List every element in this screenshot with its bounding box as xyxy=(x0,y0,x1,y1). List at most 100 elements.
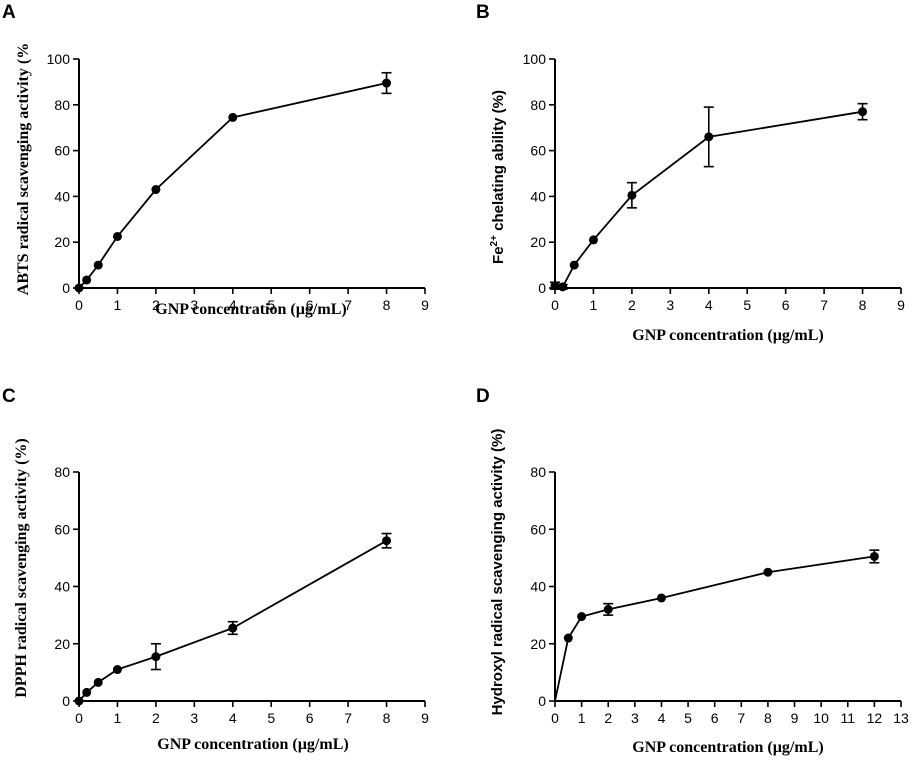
x-tick-label-b: 6 xyxy=(782,297,790,313)
y-axis-label-d: Hydroxyl radical scavenging activity (%) xyxy=(489,429,506,716)
data-point-a xyxy=(82,275,92,285)
panel-letter-a: A xyxy=(2,2,16,23)
data-point-d xyxy=(763,567,773,577)
panel-a: A ABTS radical scavenging activity (% GN… xyxy=(2,2,429,318)
x-tick-label-d: 1 xyxy=(578,710,586,726)
data-point-b xyxy=(627,190,637,200)
y-tick-label-a: 100 xyxy=(47,51,71,67)
x-tick-label-d: 11 xyxy=(840,710,855,726)
x-tick-label-a: 3 xyxy=(190,297,198,313)
panel-letter-b: B xyxy=(476,2,490,23)
x-tick-label-c: 1 xyxy=(114,710,122,726)
x-tick-label-d: 7 xyxy=(737,710,745,726)
x-tick-label-b: 0 xyxy=(551,297,559,313)
data-point-a xyxy=(228,112,238,122)
x-tick-label-b: 1 xyxy=(590,297,598,313)
panel-letter-c: C xyxy=(2,386,16,407)
data-point-d xyxy=(656,593,666,603)
data-point-a xyxy=(151,185,161,195)
y-axis-label-b-sup: 2+ xyxy=(489,235,500,247)
y-tick-label-a: 0 xyxy=(62,280,70,296)
panel-letter-d: D xyxy=(476,386,490,407)
x-tick-label-d: 2 xyxy=(604,710,612,726)
data-point-b xyxy=(704,132,714,142)
x-tick-label-c: 6 xyxy=(306,710,314,726)
x-tick-label-b: 3 xyxy=(666,297,674,313)
data-point-b xyxy=(569,260,579,270)
x-tick-label-b: 4 xyxy=(705,297,713,313)
y-tick-label-b: 100 xyxy=(523,51,547,67)
data-point-c xyxy=(112,665,122,675)
y-axis-label-b-main: Fe xyxy=(490,246,507,264)
y-tick-label-c: 40 xyxy=(54,579,70,595)
x-tick-label-c: 2 xyxy=(152,710,160,726)
data-point-a xyxy=(112,231,122,241)
y-tick-label-b: 80 xyxy=(530,97,546,113)
data-point-a xyxy=(382,78,392,88)
x-tick-label-a: 6 xyxy=(306,297,314,313)
y-tick-label-b: 40 xyxy=(530,188,546,204)
y-tick-label-b: 20 xyxy=(530,234,546,250)
plot-b xyxy=(550,102,868,292)
y-axis-label-a: ABTS radical scavenging activity (% xyxy=(15,43,32,295)
data-point-c xyxy=(228,623,238,633)
plot-a xyxy=(74,71,392,293)
x-tick-label-c: 4 xyxy=(229,710,237,726)
x-tick-label-a: 0 xyxy=(75,297,83,313)
x-tick-label-c: 7 xyxy=(344,710,352,726)
y-tick-label-c: 20 xyxy=(54,636,70,652)
axes-b: 0 20 40 60 80 100 0 1 2 3 4 5 6 7 8 9 xyxy=(523,51,905,313)
y-tick-label-d: 80 xyxy=(530,464,546,480)
x-tick-label-d: 5 xyxy=(684,710,692,726)
x-tick-label-b: 2 xyxy=(628,297,636,313)
y-tick-label-b: 0 xyxy=(538,280,546,296)
x-tick-label-a: 7 xyxy=(344,297,352,313)
x-tick-label-c: 0 xyxy=(75,710,83,726)
x-tick-label-a: 2 xyxy=(152,297,160,313)
panel-c: C DPPH radical scavenging activity (%) G… xyxy=(2,386,429,753)
x-tick-label-b: 5 xyxy=(743,297,751,313)
x-tick-label-d: 6 xyxy=(711,710,719,726)
x-tick-label-d: 9 xyxy=(791,710,799,726)
panel-d: D Hydroxyl radical scavenging activity (… xyxy=(476,386,909,756)
data-point-a xyxy=(74,283,84,293)
plot-d xyxy=(554,549,880,702)
y-tick-label-d: 0 xyxy=(538,693,546,709)
y-tick-label-d: 20 xyxy=(530,636,546,652)
y-tick-label-d: 40 xyxy=(530,579,546,595)
x-tick-label-d: 8 xyxy=(764,710,772,726)
x-tick-label-d: 4 xyxy=(658,710,666,726)
x-axis-label-a: GNP concentration (µg/mL) xyxy=(155,301,346,318)
y-tick-label-b: 60 xyxy=(530,143,546,159)
data-point-d xyxy=(563,633,573,643)
y-tick-label-d: 60 xyxy=(530,521,546,537)
data-point-c xyxy=(151,652,161,662)
series-line-c xyxy=(78,539,388,702)
data-point-b xyxy=(858,107,868,117)
data-point-d xyxy=(603,604,613,614)
data-point-c xyxy=(74,696,84,706)
x-tick-label-a: 1 xyxy=(114,297,122,313)
data-point-c xyxy=(382,536,392,546)
data-point-c xyxy=(82,687,92,697)
y-tick-label-c: 80 xyxy=(54,464,70,480)
x-tick-label-b: 9 xyxy=(897,297,905,313)
y-tick-label-a: 80 xyxy=(54,97,70,113)
x-axis-label-b: GNP concentration (µg/mL) xyxy=(632,327,823,344)
axes-a: 0 20 40 60 80 100 0 1 2 3 4 5 6 7 8 9 xyxy=(47,51,429,313)
x-tick-label-d: 12 xyxy=(867,710,883,726)
y-tick-label-a: 60 xyxy=(54,143,70,159)
data-point-b xyxy=(550,281,560,291)
data-point-d xyxy=(577,612,587,622)
x-tick-label-d: 13 xyxy=(893,710,909,726)
y-axis-label-c: DPPH radical scavenging activity (%) xyxy=(13,438,30,698)
x-tick-label-a: 4 xyxy=(229,297,237,313)
x-tick-label-a: 8 xyxy=(383,297,391,313)
y-tick-label-a: 40 xyxy=(54,188,70,204)
x-tick-label-b: 7 xyxy=(820,297,828,313)
x-tick-label-a: 9 xyxy=(421,297,429,313)
y-tick-label-a: 20 xyxy=(54,234,70,250)
y-axis-label-b: Fe2+ chelating ability (%) xyxy=(489,90,507,264)
